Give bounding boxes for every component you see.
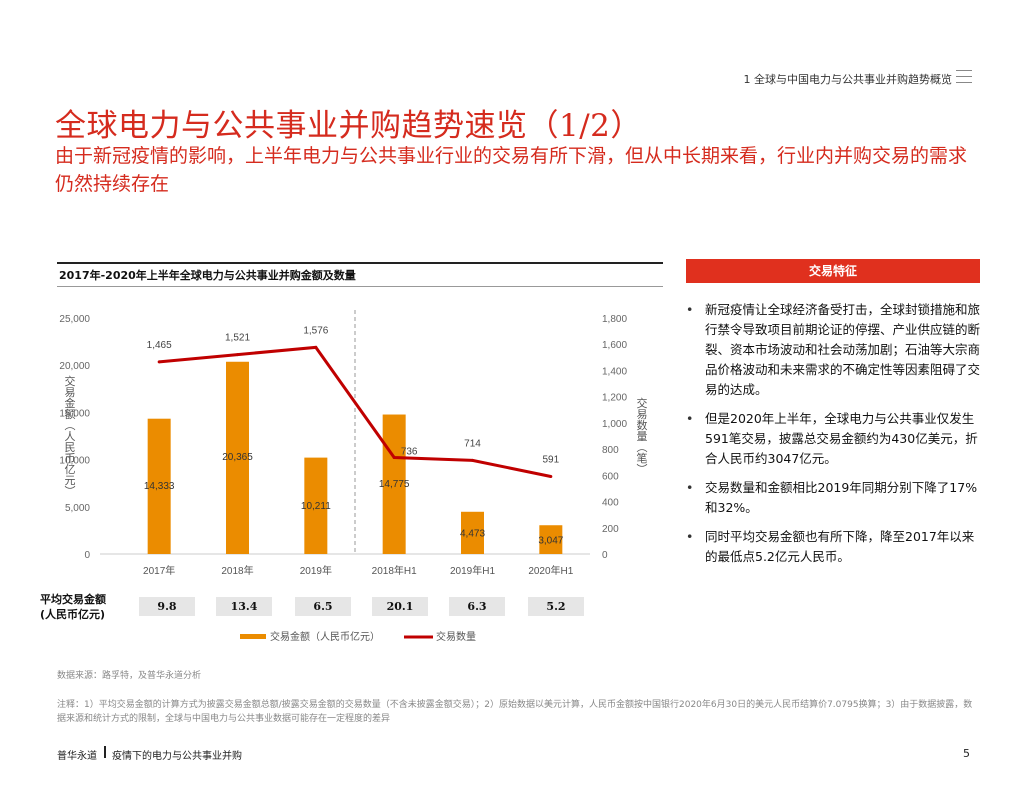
- feature-item: 同时平均交易金额也有所下降，降至2017年以来的最低点5.2亿元人民币。: [686, 527, 982, 567]
- line-point-3: [392, 456, 396, 460]
- bar-value-label: 14,775: [379, 479, 410, 490]
- right-axis-tick-label: 600: [602, 471, 619, 482]
- line-series: [159, 345, 552, 478]
- line-point-5: [549, 475, 553, 479]
- avg-value-box: 9.8: [139, 597, 195, 616]
- bar-value-label: 20,365: [222, 452, 253, 463]
- right-axis-tick-label: 1,600: [602, 340, 627, 351]
- source-note: 数据来源：路孚特，及普华永道分析: [57, 671, 202, 681]
- footnote: 注释：1）平均交易金额的计算方式为披露交易金额总额/披露交易金额的交易数量（不含…: [57, 700, 973, 724]
- right-axis-title: 交易数量（笔）: [635, 396, 648, 474]
- bar-value-label: 14,333: [144, 481, 175, 492]
- legend-bar-swatch: [240, 634, 266, 639]
- line-point-1: [236, 353, 239, 357]
- bar-value-label: 10,211: [301, 501, 331, 512]
- category-label: 2019年: [300, 564, 332, 577]
- line-value-label: 1,465: [147, 340, 172, 351]
- category-label: 2018年: [221, 564, 253, 577]
- footer-divider: [104, 746, 106, 758]
- line-point-2: [314, 345, 318, 349]
- line-point-4: [471, 458, 474, 462]
- right-axis-tick-label: 400: [602, 498, 619, 509]
- page-subtitle: 由于新冠疫情的影响，上半年电力与公共事业行业的交易有所下滑，但从中长期来看，行业…: [55, 145, 968, 195]
- avg-value-box: 6.3: [449, 597, 505, 616]
- legend-line-label: 交易数量: [436, 630, 476, 643]
- footer-doc-title: 疫情下的电力与公共事业并购: [112, 751, 242, 762]
- avg-value-box: 13.4: [216, 597, 272, 616]
- bar-value-label: 4,473: [460, 528, 485, 539]
- avg-value-box: 20.1: [372, 597, 428, 616]
- left-axis-tick-label: 20,000: [59, 361, 90, 372]
- features-header: 交易特征: [686, 259, 980, 283]
- breadcrumb[interactable]: 1 全球与中国电力与公共事业并购趋势概览: [743, 73, 953, 86]
- feature-item: 新冠疫情让全球经济备受打击，全球封锁措施和旅行禁令导致项目前期论证的停摆、产业供…: [686, 300, 982, 400]
- line-value-label: 714: [464, 438, 481, 449]
- category-label: 2017年: [143, 564, 175, 577]
- left-axis-tick-label: 25,000: [59, 314, 90, 325]
- bar-2: [304, 457, 328, 554]
- bar-1: [226, 361, 249, 554]
- feature-item: 但是2020年上半年，全球电力与公共事业仅发生591笔交易，披露总交易金额约为4…: [686, 409, 982, 469]
- legend-bar-label: 交易金额（人民币亿元）: [270, 630, 380, 643]
- features-list: 新冠疫情让全球经济备受打击，全球封锁措施和旅行禁令导致项目前期论证的停摆、产业供…: [686, 300, 982, 576]
- footer-brand: 普华永道: [57, 751, 97, 762]
- left-axis-tick-label: 15,000: [59, 408, 90, 419]
- avg-label: 平均交易金额 (人民币亿元): [40, 592, 106, 622]
- bar-0: [147, 418, 171, 554]
- category-label: 2019年H1: [450, 564, 495, 577]
- avg-label-line1: 平均交易金额: [40, 593, 106, 606]
- left-axis-title: 交易金额（人民币亿元）: [63, 374, 76, 496]
- bar-4: [461, 511, 484, 554]
- left-axis-tick-label: 10,000: [59, 456, 90, 467]
- line-value-label: 1,576: [303, 325, 328, 336]
- right-axis-tick-label: 1,000: [602, 419, 627, 430]
- right-axis-tick-label: 800: [602, 445, 619, 456]
- right-axis-tick-label: 0: [602, 550, 608, 561]
- left-axis-tick-label: 5,000: [65, 503, 90, 514]
- chart-heading: 2017年-2020年上半年全球电力与公共事业并购金额及数量: [57, 262, 663, 287]
- line-point-0: [157, 360, 161, 364]
- right-axis-tick-label: 1,200: [602, 393, 627, 404]
- left-axis-tick-label: 0: [84, 550, 90, 561]
- bar-value-label: 3,047: [538, 535, 563, 546]
- avg-label-line2: (人民币亿元): [40, 608, 106, 621]
- right-axis-tick-label: 1,400: [602, 366, 627, 377]
- menu-icon[interactable]: [956, 70, 972, 84]
- category-label: 2020年H1: [528, 564, 573, 577]
- right-axis-tick-label: 1,800: [602, 314, 627, 325]
- feature-item: 交易数量和金额相比2019年同期分别下降了17%和32%。: [686, 478, 982, 518]
- avg-value-box: 6.5: [295, 597, 351, 616]
- page-number: 5: [963, 747, 970, 760]
- right-axis-tick-label: 200: [602, 524, 619, 535]
- chart-svg: 0 5,000 10,000 15,000 20,000 25,000 0 200 400 600…: [59, 310, 648, 643]
- category-label: 2018年H1: [372, 564, 417, 577]
- avg-value-box: 5.2: [528, 597, 584, 616]
- bar-5: [539, 525, 563, 554]
- line-value-label: 1,521: [225, 333, 250, 344]
- line-value-label: 736: [401, 447, 418, 458]
- line-value-label: 591: [542, 455, 559, 466]
- page-title: 全球电力与公共事业并购趋势速览（1/2）: [55, 108, 642, 144]
